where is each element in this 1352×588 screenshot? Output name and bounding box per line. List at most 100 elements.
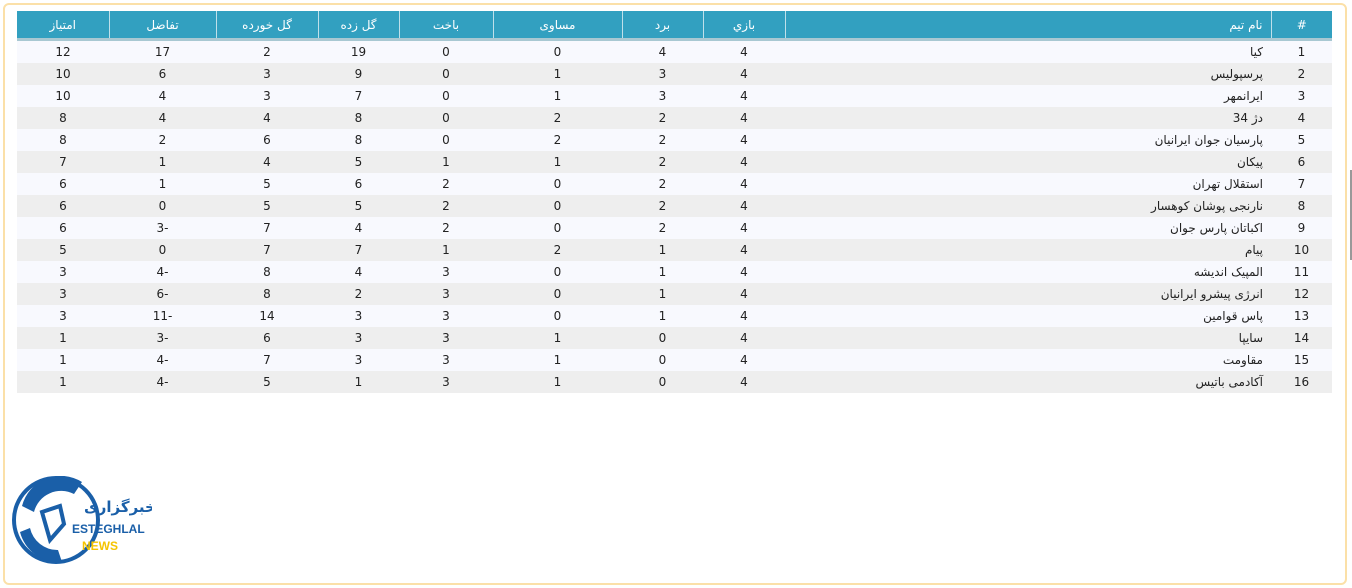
cell-drawn: 2 (493, 239, 622, 261)
cell-team: ایرانمهر (785, 85, 1271, 107)
column-header[interactable]: بازي (702, 11, 785, 41)
cell-rank: 7 (1271, 173, 1332, 195)
cell-team: آکادمی باتیس (785, 371, 1271, 393)
cell-played: 4 (703, 239, 785, 261)
cell-played: 4 (703, 173, 785, 195)
cell-played: 4 (703, 261, 785, 283)
table-row: 16 آکادمی باتیس 4 0 1 3 1 5 4- 1 (17, 371, 1332, 393)
cell-team: دژ 34 (785, 107, 1271, 129)
cell-gd: 4- (109, 371, 216, 393)
table-row: 2 پرسپولیس 4 3 1 0 9 3 6 10 (17, 63, 1332, 85)
cell-lost: 3 (399, 261, 493, 283)
cell-ga: 3 (216, 63, 318, 85)
cell-gf: 4 (318, 217, 399, 239)
cell-drawn: 0 (493, 261, 622, 283)
ball-logo-icon: خبرگزاری ESTEGHLAL NEWS (12, 475, 156, 564)
cell-won: 4 (622, 39, 703, 63)
table-header-row: # نام تیم بازي برد مساوی باخت گل زده گل خورده تف… (17, 11, 1332, 41)
cell-team: المپیک اندیشه (785, 261, 1271, 283)
cell-drawn: 1 (493, 85, 622, 107)
cell-pts: 8 (17, 107, 109, 129)
column-header[interactable]: نام تیم (784, 11, 1271, 41)
table-row: 13 پاس قوامین 4 1 0 3 3 14 11- 3 (17, 305, 1332, 327)
column-header[interactable]: تفاضل (108, 11, 216, 41)
cell-gd: 4 (109, 85, 216, 107)
cell-ga: 4 (216, 107, 318, 129)
cell-team: پیام (785, 239, 1271, 261)
cell-lost: 1 (399, 239, 493, 261)
cell-rank: 9 (1271, 217, 1332, 239)
cell-ga: 7 (216, 217, 318, 239)
cell-won: 3 (622, 85, 703, 107)
cell-gf: 3 (318, 349, 399, 371)
cell-lost: 3 (399, 371, 493, 393)
cell-ga: 6 (216, 129, 318, 151)
cell-pts: 1 (17, 349, 109, 371)
cell-gd: 3- (109, 327, 216, 349)
column-header[interactable]: مساوی (492, 11, 622, 41)
cell-rank: 1 (1271, 39, 1332, 63)
cell-won: 0 (622, 327, 703, 349)
cell-team: اکباتان پارس جوان (785, 217, 1271, 239)
cell-played: 4 (703, 85, 785, 107)
column-header[interactable]: # (1270, 11, 1332, 41)
cell-pts: 3 (17, 305, 109, 327)
column-header[interactable]: گل خورده (215, 11, 318, 41)
standings-table: # نام تیم بازي برد مساوی باخت گل زده گل خورده تف… (17, 11, 1332, 393)
table-row: 3 ایرانمهر 4 3 1 0 7 3 4 10 (17, 85, 1332, 107)
column-header[interactable]: گل زده (317, 11, 399, 41)
cell-pts: 6 (17, 173, 109, 195)
cell-won: 2 (622, 217, 703, 239)
cell-won: 0 (622, 371, 703, 393)
cell-lost: 3 (399, 327, 493, 349)
cell-played: 4 (703, 327, 785, 349)
cell-team: پرسپولیس (785, 63, 1271, 85)
cell-gf: 8 (318, 129, 399, 151)
cell-played: 4 (703, 63, 785, 85)
cell-ga: 7 (216, 349, 318, 371)
cell-gf: 7 (318, 85, 399, 107)
cell-team: مقاومت (785, 349, 1271, 371)
column-header[interactable]: امتیاز (17, 11, 109, 41)
cell-drawn: 0 (493, 195, 622, 217)
column-header[interactable]: برد (621, 11, 703, 41)
cell-ga: 3 (216, 85, 318, 107)
cell-rank: 15 (1271, 349, 1332, 371)
cell-ga: 14 (216, 305, 318, 327)
cell-lost: 0 (399, 107, 493, 129)
cell-rank: 4 (1271, 107, 1332, 129)
cell-rank: 10 (1271, 239, 1332, 261)
cell-rank: 3 (1271, 85, 1332, 107)
cell-drawn: 1 (493, 349, 622, 371)
cell-gd: 1 (109, 173, 216, 195)
cell-played: 4 (703, 151, 785, 173)
cell-gd: 6 (109, 63, 216, 85)
cell-won: 1 (622, 261, 703, 283)
cell-pts: 10 (17, 63, 109, 85)
cell-gf: 5 (318, 195, 399, 217)
cell-played: 4 (703, 39, 785, 63)
esteghlal-news-logo: خبرگزاری ESTEGHLAL NEWS (12, 475, 156, 566)
cell-pts: 7 (17, 151, 109, 173)
cell-rank: 13 (1271, 305, 1332, 327)
cell-drawn: 1 (493, 327, 622, 349)
cell-gd: 1 (109, 151, 216, 173)
svg-text:خبرگزاری: خبرگزاری (84, 498, 152, 516)
cell-played: 4 (703, 195, 785, 217)
cell-drawn: 0 (493, 283, 622, 305)
table-row: 6 پیکان 4 2 1 1 5 4 1 7 (17, 151, 1332, 173)
table-row: 11 المپیک اندیشه 4 1 0 3 4 8 4- 3 (17, 261, 1332, 283)
cell-gf: 5 (318, 151, 399, 173)
scrollbar[interactable] (1350, 170, 1352, 260)
cell-won: 2 (622, 129, 703, 151)
column-header[interactable]: باخت (398, 11, 493, 41)
cell-gd: 6- (109, 283, 216, 305)
cell-pts: 1 (17, 371, 109, 393)
cell-pts: 6 (17, 195, 109, 217)
cell-lost: 2 (399, 173, 493, 195)
cell-gd: 3- (109, 217, 216, 239)
cell-pts: 8 (17, 129, 109, 151)
cell-gd: 4- (109, 349, 216, 371)
cell-ga: 5 (216, 371, 318, 393)
cell-rank: 8 (1271, 195, 1332, 217)
